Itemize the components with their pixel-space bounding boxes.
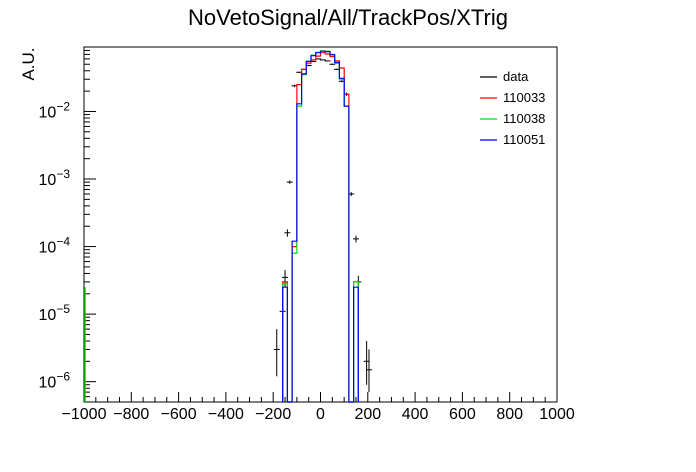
- histogram-line: [282, 50, 359, 403]
- legend: data 110033 110038 110051: [480, 69, 545, 147]
- x-tick-label: 200: [354, 406, 381, 423]
- y-axis-label: A.U.: [19, 47, 38, 80]
- x-tick-label: 0: [316, 406, 325, 423]
- series-layer: [84, 50, 372, 403]
- legend-label: 110051: [503, 132, 545, 147]
- legend-label: 110038: [503, 111, 545, 126]
- chart-title: NoVetoSignal/All/TrackPos/XTrig: [188, 5, 508, 30]
- x-tick-label: −1000: [62, 406, 107, 423]
- series-110051: [282, 50, 359, 403]
- x-tick-label: −200: [255, 406, 291, 423]
- legend-label: data: [503, 69, 529, 84]
- x-tick-label: −800: [113, 406, 149, 423]
- x-tick-label: 400: [402, 406, 429, 423]
- histogram-line: [282, 52, 359, 403]
- x-axis: −1000 −800 −600 −400 −200 0 200 400 600 800 1000: [62, 392, 575, 423]
- series-110033: [282, 52, 359, 403]
- x-tick-label: 1000: [539, 406, 575, 423]
- x-tick-label: −600: [161, 406, 197, 423]
- x-tick-label: 800: [496, 406, 523, 423]
- legend-label: 110033: [503, 90, 545, 105]
- x-tick-label: −400: [208, 406, 244, 423]
- x-tick-label: 600: [449, 406, 476, 423]
